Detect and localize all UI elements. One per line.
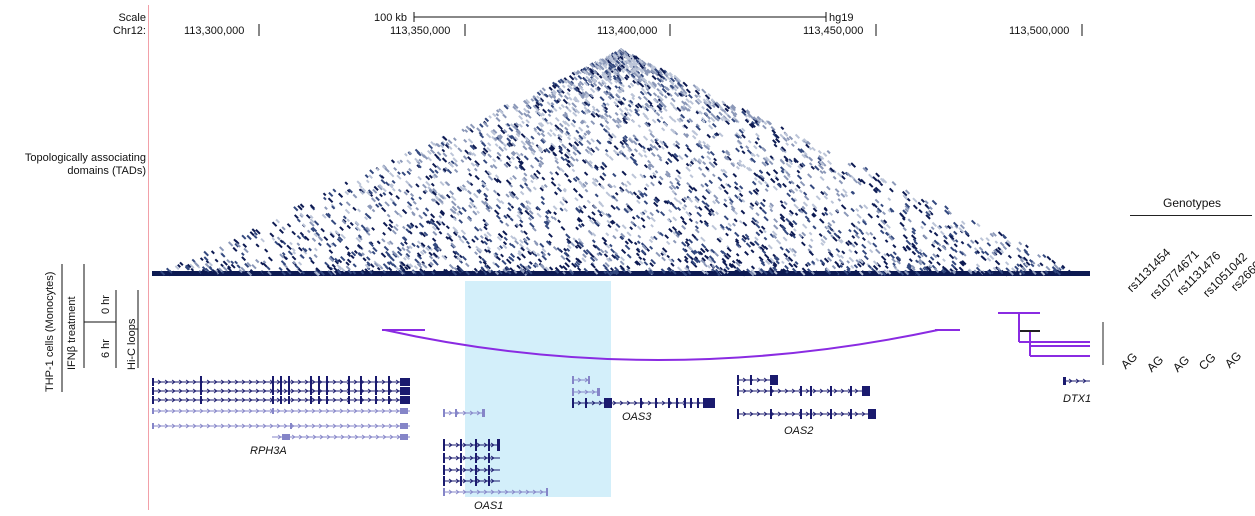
gene-transcript [737, 409, 876, 419]
tick-label: 113,450,000 [803, 25, 864, 37]
hic-loops [382, 312, 1090, 361]
tick-label: 113,300,000 [184, 25, 245, 37]
gene-transcript [152, 408, 410, 414]
gene-transcript [152, 423, 410, 429]
track-bracket-lines [61, 264, 139, 392]
gene-transcript [443, 465, 500, 475]
gene-tracks [152, 375, 1090, 496]
tad-label-line1: Topologically associating [24, 152, 146, 164]
gene-transcript [737, 386, 870, 396]
tick-label: 113,400,000 [597, 25, 658, 37]
genotypes-title: Genotypes [1163, 196, 1222, 210]
gene-transcript [443, 488, 548, 496]
gene-transcript [572, 398, 715, 408]
left-boundary-line [148, 5, 149, 510]
scale-label: Scale [118, 12, 146, 24]
gene-label-rph3a: RPH3A [250, 445, 287, 457]
gene-transcript [152, 387, 410, 395]
tick-label: 113,500,000 [1009, 25, 1070, 37]
tad-label-line2: domains (TADs) [67, 165, 146, 177]
gene-transcript [443, 453, 500, 463]
gene-transcript [1063, 377, 1090, 385]
chromosome-label: Chr12: [112, 25, 146, 37]
gene-label-oas2: OAS2 [784, 425, 814, 437]
gene-transcript [443, 409, 485, 417]
gene-transcript [152, 376, 410, 388]
genotypes-rule [1130, 215, 1252, 216]
scale-bar-label: 100 kb [374, 12, 408, 24]
hic-loop-arc [384, 329, 939, 361]
gene-transcript [443, 439, 500, 451]
gene-transcript [443, 476, 500, 486]
gene-transcript [572, 388, 600, 396]
scale-ticks [258, 24, 1083, 36]
gene-transcript [572, 376, 590, 384]
gene-label-dtx1: DTX1 [1063, 393, 1092, 405]
gene-transcript [272, 434, 410, 440]
tad-heatmap [152, 48, 1090, 277]
tick-label: 113,350,000 [390, 25, 451, 37]
gene-transcript [737, 375, 778, 385]
gene-label-oas3: OAS3 [622, 411, 652, 423]
gene-label-oas1: OAS1 [474, 500, 504, 512]
scale-bar [413, 12, 827, 22]
gene-transcript [152, 396, 410, 404]
assembly-label: hg19 [829, 12, 854, 24]
